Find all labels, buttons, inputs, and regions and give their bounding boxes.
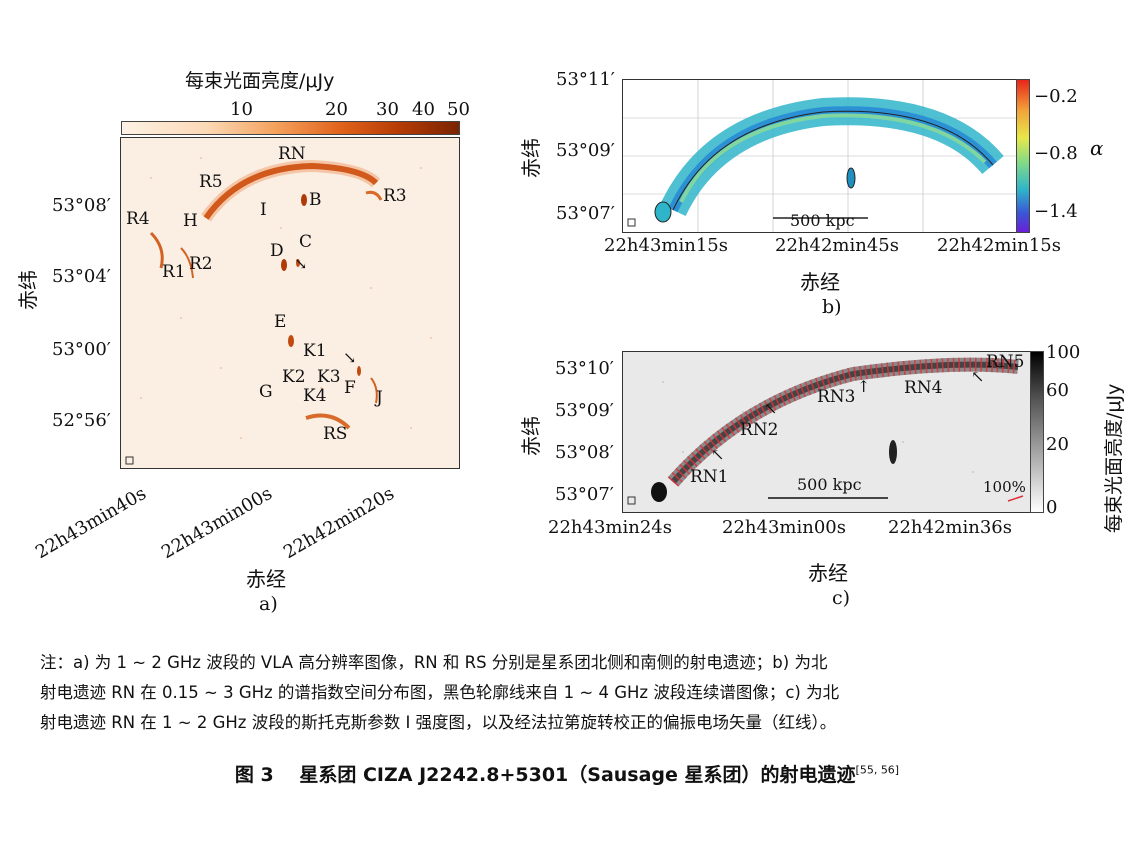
label-RN1: RN1 [690,467,729,487]
label-RS: RS [323,424,348,444]
ylabel-c: 赤纬 [519,416,543,456]
caption-text: 图 3 星系团 CIZA J2242.8+5301（Sausage 星系团）的射… [234,764,856,786]
label-K4: K4 [303,386,327,406]
xtick-b-1: 22h42min45s [775,235,899,256]
spectral-index-image [623,80,1017,232]
label-I: I [260,200,267,220]
panel-tag-b: b) [822,296,842,318]
note-line-1: 注：a) 为 1 ∼ 2 GHz 波段的 VLA 高分辨率图像，RN 和 RS … [40,653,828,672]
cbar-b-label: α [1090,136,1104,160]
spectral-index-map [622,79,1018,233]
ytick-a-0: 53°08′ [52,195,111,216]
note-line-3: 射电遗迹 RN 在 1 ∼ 2 GHz 波段的斯托克斯参数 I 强度图，以及经法… [40,713,837,732]
label-G: G [259,382,273,402]
xlabel-a: 赤经 [246,567,286,591]
stokes-i-map [622,351,1032,513]
xtick-b-2: 22h42min15s [937,235,1061,256]
arrow-icon: ↖ [971,367,985,386]
xlabel-c: 赤经 [808,561,848,585]
ytick-b-0: 53°11′ [556,69,615,90]
radio-image-a [120,137,460,469]
label-R2: R2 [189,254,213,274]
ytick-b-1: 53°09′ [556,140,615,161]
cbar-tick-10: 10 [230,99,253,120]
ytick-b-2: 53°07′ [556,203,615,224]
xtick-b-0: 22h43min15s [604,235,728,256]
cbar-c-label: 每束光面亮度/μJy [1103,383,1125,533]
xtick-c-2: 22h42min36s [888,517,1012,538]
label-RN3: RN3 [817,387,856,407]
cbar-tick-50: 50 [447,99,470,120]
cbar-b-tick-1: −0.8 [1034,143,1078,164]
xtick-c-1: 22h43min00s [722,517,846,538]
arrow-icon: ↖ [764,399,778,418]
label-C: C [299,232,313,252]
colorbar-a [121,121,460,135]
cbar-b-tick-2: −1.4 [1034,201,1078,222]
colorbar-title: 每束光面亮度/μJy [185,70,335,92]
ytick-c-0: 53°10′ [555,358,614,379]
panel-tag-a: a) [259,593,278,615]
ytick-c-1: 53°09′ [555,400,614,421]
figure-note: 注：a) 为 1 ∼ 2 GHz 波段的 VLA 高分辨率图像，RN 和 RS … [40,648,1100,738]
cbar-tick-20: 20 [325,99,348,120]
label-F: F [344,378,356,398]
colorbar-c [1030,351,1044,513]
arrow-icon: ↖ [711,445,725,464]
xtick-a-2: 22h42min20s [280,483,398,564]
stokes-i-image [627,357,1024,505]
label-B: B [309,190,322,210]
panel-tag-c: c) [832,587,851,609]
caption-ref: [55, 56] [855,763,900,777]
colorbar-b [1016,79,1030,233]
cbar-c-tick-2: 20 [1046,434,1069,455]
xlabel-b: 赤经 [800,270,840,294]
label-R5: R5 [199,172,223,192]
label-RN4: RN4 [904,378,943,398]
note-line-2: 射电遗迹 RN 在 0.15 ∼ 3 GHz 的谱指数空间分布图，黑色轮廓线来自… [40,683,840,702]
ytick-c-3: 53°07′ [555,484,614,505]
label-R4: R4 [126,209,150,229]
figure-caption: 图 3 星系团 CIZA J2242.8+5301（Sausage 星系团）的射… [0,760,1134,787]
label-K2: K2 [282,367,306,387]
cbar-tick-30: 30 [376,99,399,120]
scalebar-b: 500 kpc [790,211,855,230]
arrow-icon: ↘ [343,348,357,367]
xtick-c-0: 22h43min24s [548,517,672,538]
ytick-a-3: 52°56′ [52,410,111,431]
arrow-icon: ↘ [294,254,308,273]
xtick-a-1: 22h43min00s [158,483,276,564]
arrow-icon: ↑ [857,377,871,396]
label-K1: K1 [303,341,327,361]
ytick-c-2: 53°08′ [555,442,614,463]
cbar-b-tick-0: −0.2 [1034,86,1078,107]
ylabel-a: 赤纬 [16,270,40,310]
label-RN2: RN2 [740,420,779,440]
label-D: D [270,241,284,261]
pol-scale: 100% [983,478,1026,496]
label-RN5: RN5 [986,352,1025,372]
scalebar-c: 500 kpc [797,475,862,494]
cbar-c-tick-1: 60 [1046,380,1069,401]
label-E: E [274,312,287,332]
label-H: H [183,211,198,231]
radio-map-a [125,157,432,465]
xtick-a-0: 22h43min40s [32,483,150,564]
ytick-a-2: 53°00′ [52,339,111,360]
cbar-c-tick-0: 100 [1046,342,1081,363]
label-R3: R3 [383,186,407,206]
label-R1: R1 [162,262,186,282]
label-RN: RN [278,144,306,164]
ytick-a-1: 53°04′ [52,266,111,287]
cbar-tick-40: 40 [412,99,435,120]
ylabel-b: 赤纬 [519,138,543,178]
cbar-c-tick-3: 0 [1046,497,1058,518]
label-J: J [376,388,383,408]
label-K3: K3 [317,367,341,387]
